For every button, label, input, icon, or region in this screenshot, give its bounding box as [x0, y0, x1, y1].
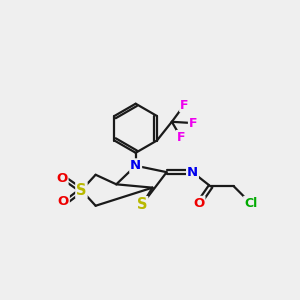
Text: N: N — [187, 166, 198, 179]
Text: F: F — [177, 131, 185, 144]
Text: O: O — [58, 195, 69, 208]
Text: O: O — [193, 197, 205, 210]
Text: O: O — [56, 172, 68, 185]
Text: Cl: Cl — [244, 197, 257, 210]
Text: F: F — [180, 98, 188, 112]
Text: S: S — [76, 183, 87, 198]
Text: S: S — [137, 197, 147, 212]
Text: N: N — [130, 159, 141, 172]
Text: F: F — [189, 117, 197, 130]
